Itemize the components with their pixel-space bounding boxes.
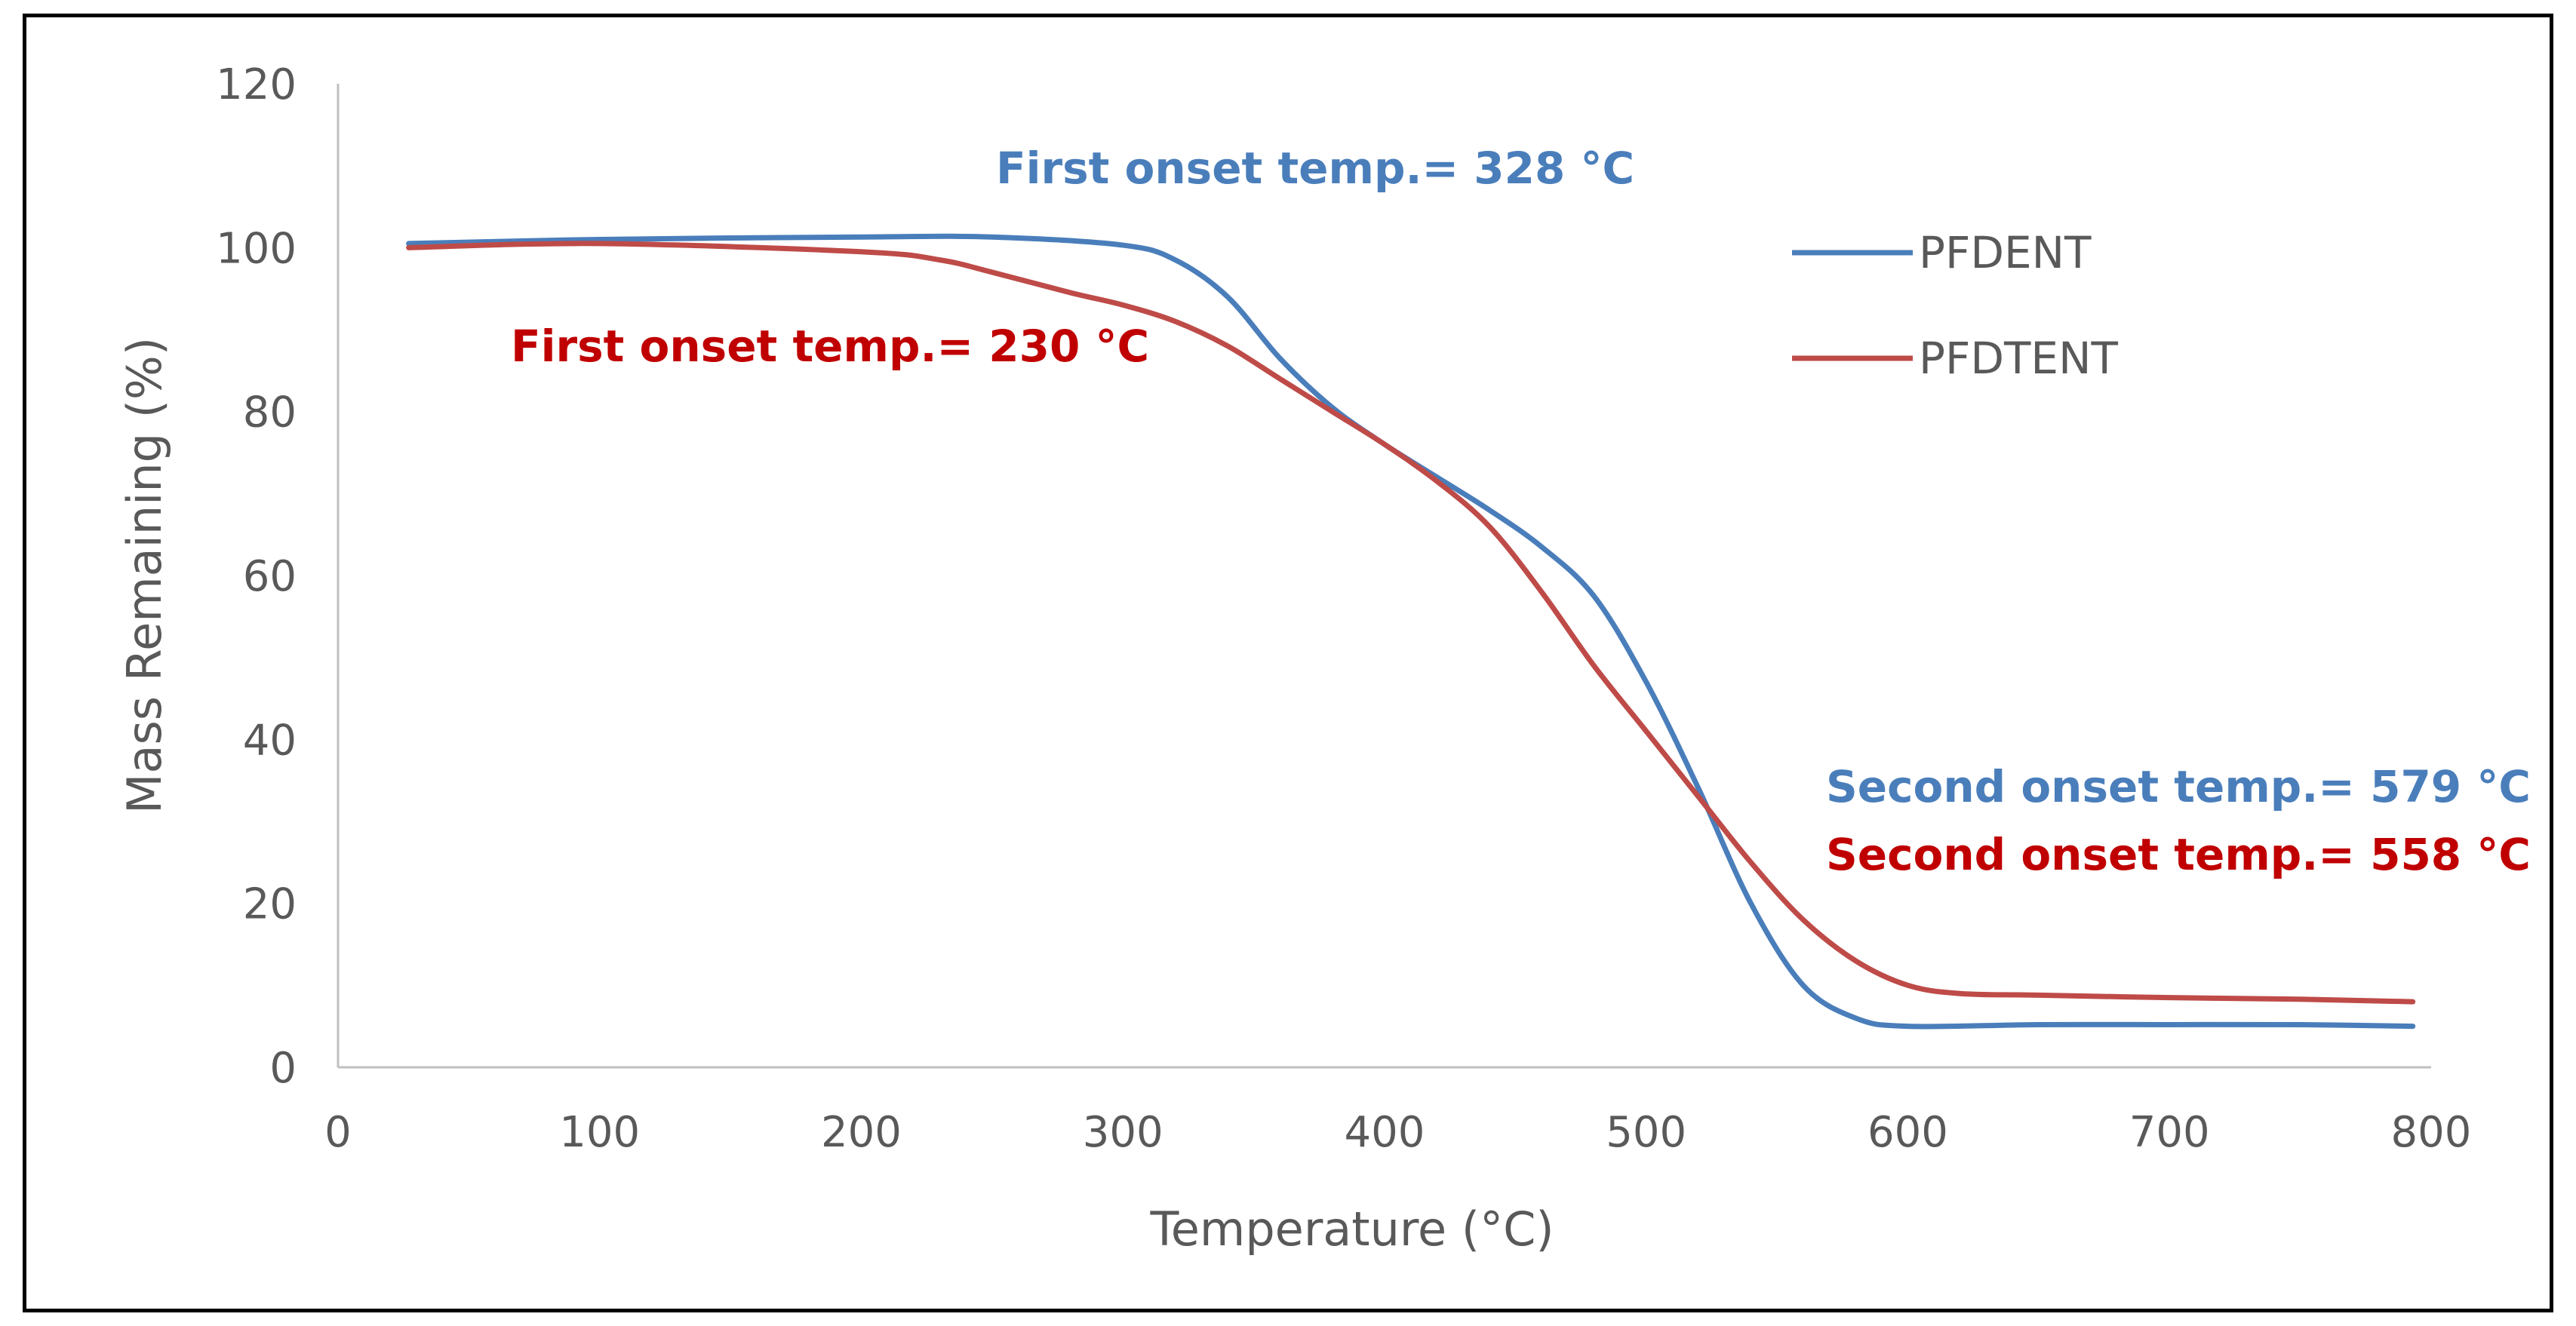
legend-label-pfdtent: PFDTENT [1919, 333, 2118, 384]
legend-label-pfdent: PFDENT [1919, 227, 2092, 278]
legend: PFDENT PFDTENT [1792, 227, 2118, 384]
y-tick-label: 120 [216, 60, 297, 109]
y-tick-labels: 0 20 40 60 80 100 120 [216, 60, 297, 1093]
chart-svg: 0 100 200 300 400 500 600 700 800 0 20 40 60 80 100 12… [117, 60, 2531, 1257]
y-tick-label: 100 [216, 224, 297, 273]
series-line-pfdent [406, 233, 2416, 1030]
y-tick-label: 20 [243, 880, 297, 929]
annotation-pfdent-second-onset: Second onset temp.= 579 °C [1826, 761, 2531, 812]
y-axis-title: Mass Remaining (%) [117, 337, 172, 814]
series-line-pfdtent [406, 241, 2416, 1005]
y-tick-label: 0 [269, 1044, 297, 1093]
x-tick-labels: 0 100 200 300 400 500 600 700 800 [324, 1108, 2471, 1157]
x-tick-label: 600 [1867, 1108, 1948, 1157]
series-lines [406, 233, 2416, 1030]
x-tick-label: 0 [324, 1108, 352, 1157]
annotation-pfdtent-first-onset: First onset temp.= 230 °C [511, 321, 1149, 372]
x-tick-label: 800 [2391, 1108, 2472, 1157]
y-tick-label: 60 [243, 552, 297, 601]
x-tick-label: 200 [821, 1108, 902, 1157]
annotation-pfdent-first-onset: First onset temp.= 328 °C [996, 143, 1634, 194]
y-tick-label: 40 [243, 716, 297, 765]
x-axis-title: Temperature (°C) [1149, 1202, 1554, 1257]
x-tick-label: 400 [1345, 1108, 1425, 1157]
chart-frame: 0 100 200 300 400 500 600 700 800 0 20 40 60 80 100 12… [23, 14, 2553, 1312]
axes [337, 84, 2431, 1069]
x-tick-label: 300 [1083, 1108, 1164, 1157]
y-tick-label: 80 [243, 388, 297, 437]
annotation-pfdtent-second-onset: Second onset temp.= 558 °C [1826, 829, 2531, 880]
x-tick-label: 500 [1606, 1108, 1686, 1157]
x-tick-label: 100 [559, 1108, 640, 1157]
x-tick-label: 700 [2129, 1108, 2210, 1157]
